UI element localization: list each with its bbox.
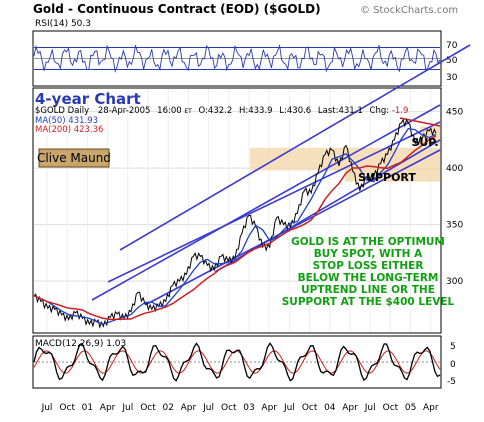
annotation-line-1: BUY SPOT, WITH A [314,248,423,260]
x-tick-0: Jul [41,403,53,413]
rsi-levels [34,47,440,70]
rsi-tick-70: 70 [446,41,458,51]
macd-tick-neg5: -5 [447,377,456,387]
rsi-tick-50: 50 [446,56,458,66]
info-chg-label: Chg: [370,106,390,116]
macd-tick-5: 5 [450,342,456,352]
macd-line [33,342,441,382]
x-tick-14: 04 [324,403,336,413]
support-label: SUPPORT [358,171,416,184]
annotation-line-3: BELOW THE LONG-TERM [298,272,439,284]
ma200-label: MA(200) 423.36 [35,125,103,135]
author-label: Clive Maund [37,151,111,165]
info-high: H:433.9 [239,106,273,116]
price-y-ticks: 300 350 400 450 [446,108,463,288]
info-time: 16:00 [157,106,182,116]
info-date: 28-Apr-2005 [98,106,151,116]
price-tick-400: 400 [446,164,463,174]
x-tick-19: Apr [423,403,439,413]
annotation-line-5: SUPPORT AT THE $400 LEVEL [282,296,455,308]
x-tick-3: Apr [100,403,116,413]
x-tick-10: 03 [243,403,254,413]
watermark: © StockCharts.com [360,5,458,16]
ma50-label: MA(50) 431.93 [35,116,98,126]
rsi-tick-30: 30 [446,73,458,83]
x-tick-13: Oct [302,403,318,413]
info-chg-value: -1.9 [392,106,409,116]
info-line: $GOLD Daily 28-Apr-2005 16:00 ET O:432.2… [35,106,408,116]
x-tick-15: Apr [342,403,358,413]
x-tick-9: Oct [221,403,237,413]
moving-averages [33,127,437,325]
channel-line-2 [107,121,441,283]
info-last: Last:431.1 [318,106,363,116]
annotation-line-4: UPTREND LINE OR THE [301,284,435,296]
rsi-label: RSI(14) 50.3 [35,19,91,29]
price-panel [32,87,442,334]
ma50-line [33,127,437,325]
annotation-line-2: STOP LOSS EITHER [313,260,424,272]
x-tick-4: Jul [121,403,133,413]
info-tz: ET [184,108,192,115]
info-symbol: $GOLD Daily [35,106,89,116]
annotation-line-0: GOLD IS AT THE OPTIMUM [291,236,445,248]
author-badge [38,148,110,168]
x-tick-1: Oct [59,403,75,413]
ma200-line [33,135,437,321]
x-tick-17: Oct [383,403,399,413]
sup-label: SUP. [411,136,438,149]
x-tick-5: Oct [140,403,156,413]
x-tick-6: 02 [162,403,173,413]
price-tick-300: 300 [446,277,463,287]
channel-line-1 [91,104,441,301]
x-tick-11: Apr [261,403,277,413]
rsi-line [33,43,441,73]
rsi-series [33,43,441,73]
x-tick-8: Jul [202,403,214,413]
x-tick-18: 05 [405,403,416,413]
channel-line-0 [119,44,471,251]
x-tick-16: Jul [364,403,376,413]
info-open: O:432.2 [199,106,233,116]
x-tick-7: Apr [181,403,197,413]
chart-title: Gold - Continuous Contract (EOD) ($GOLD) [33,2,321,16]
x-tick-12: Jul [283,403,295,413]
period-label: 4-year Chart [35,90,141,108]
channel-line-3 [144,149,441,306]
x-tick-2: 01 [82,403,93,413]
macd-tick-0: 0 [450,360,456,370]
info-low: L:430.6 [279,106,311,116]
price-tick-350: 350 [446,221,463,231]
macd-lines [33,342,441,382]
x-axis: Jul Oct 01 Apr Jul Oct 02 Apr Jul Oct 03 Apr Jul Oct 0… [41,403,439,413]
price-tick-450: 450 [446,108,463,118]
